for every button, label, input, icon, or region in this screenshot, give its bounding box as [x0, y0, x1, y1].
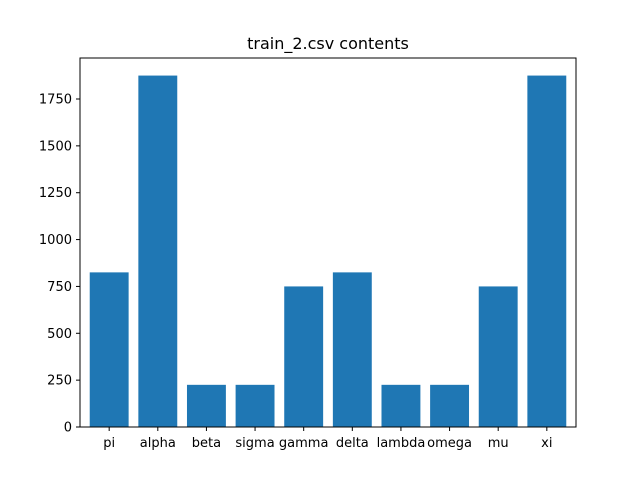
y-axis-ticks: 0 250 500 750 1000 1250 1500 1750 — [39, 93, 80, 436]
x-tick-label-beta: beta — [192, 436, 221, 451]
x-tick-label-delta: delta — [336, 436, 369, 451]
bar-omega — [430, 384, 470, 427]
y-tick-label: 750 — [47, 280, 72, 295]
bar-alpha — [138, 75, 178, 428]
x-tick-label-lambda: lambda — [377, 436, 426, 451]
bar-pi — [89, 272, 129, 427]
bar-lambda — [381, 384, 421, 427]
y-tick-label: 250 — [47, 374, 72, 389]
bar-xi — [527, 75, 567, 428]
bar-group — [89, 75, 567, 428]
y-tick-label: 0 — [64, 421, 72, 436]
y-tick-label: 1750 — [39, 93, 72, 108]
y-tick-label: 1500 — [39, 139, 72, 154]
y-tick-label: 1000 — [39, 233, 72, 248]
y-tick-label: 500 — [47, 327, 72, 342]
x-tick-label-mu: mu — [488, 436, 509, 451]
bar-beta — [186, 384, 226, 427]
bar-sigma — [235, 384, 275, 427]
chart-title: train_2.csv contents — [247, 34, 409, 54]
y-tick-label: 1250 — [39, 186, 72, 201]
x-tick-label-xi: xi — [541, 436, 552, 451]
x-tick-label-gamma: gamma — [279, 436, 329, 451]
bar-delta — [332, 272, 372, 427]
plot-area-frame — [79, 57, 577, 428]
x-tick-label-alpha: alpha — [140, 436, 176, 451]
x-axis-ticks: pi alpha beta sigma gamma delta lambda omega mu x… — [103, 427, 552, 451]
bar-gamma — [284, 286, 324, 427]
bar-mu — [478, 286, 518, 427]
x-tick-label-omega: omega — [427, 436, 472, 451]
x-tick-label-sigma: sigma — [235, 436, 274, 451]
x-tick-label-pi: pi — [103, 436, 115, 451]
